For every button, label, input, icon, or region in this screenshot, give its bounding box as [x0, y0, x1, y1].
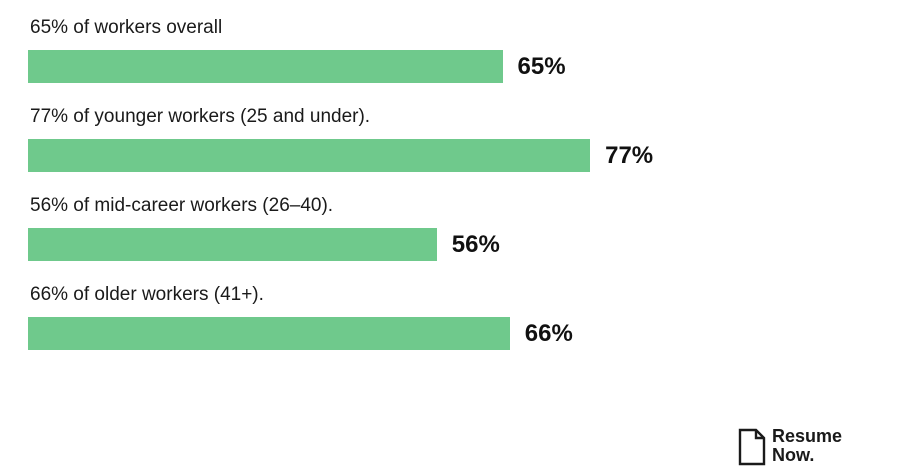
document-icon — [738, 428, 766, 466]
bar-label: 77% of younger workers (25 and under). — [30, 106, 371, 127]
bar-label: 66% of older workers (41+). — [30, 284, 264, 305]
bar — [28, 317, 510, 350]
bar-value-label: 65% — [517, 53, 566, 80]
logo-text: Resume Now. — [772, 427, 842, 465]
bar — [28, 228, 437, 261]
bar-value-label: 56% — [451, 231, 500, 258]
bar-value-label: 66% — [524, 320, 573, 347]
logo-text-line1: Resume — [772, 426, 843, 446]
resume-now-logo: Resume Now. — [738, 426, 868, 468]
logo-text-line2: Now. — [772, 445, 815, 465]
bar-value-label: 77% — [605, 142, 654, 169]
bar-label: 56% of mid-career workers (26–40). — [30, 195, 334, 216]
bar-label: 65% of workers overall — [30, 17, 223, 38]
bar — [28, 139, 591, 172]
bar-chart: 65% of workers overall 65% 77% of younger … — [28, 17, 654, 350]
bar — [28, 50, 503, 83]
